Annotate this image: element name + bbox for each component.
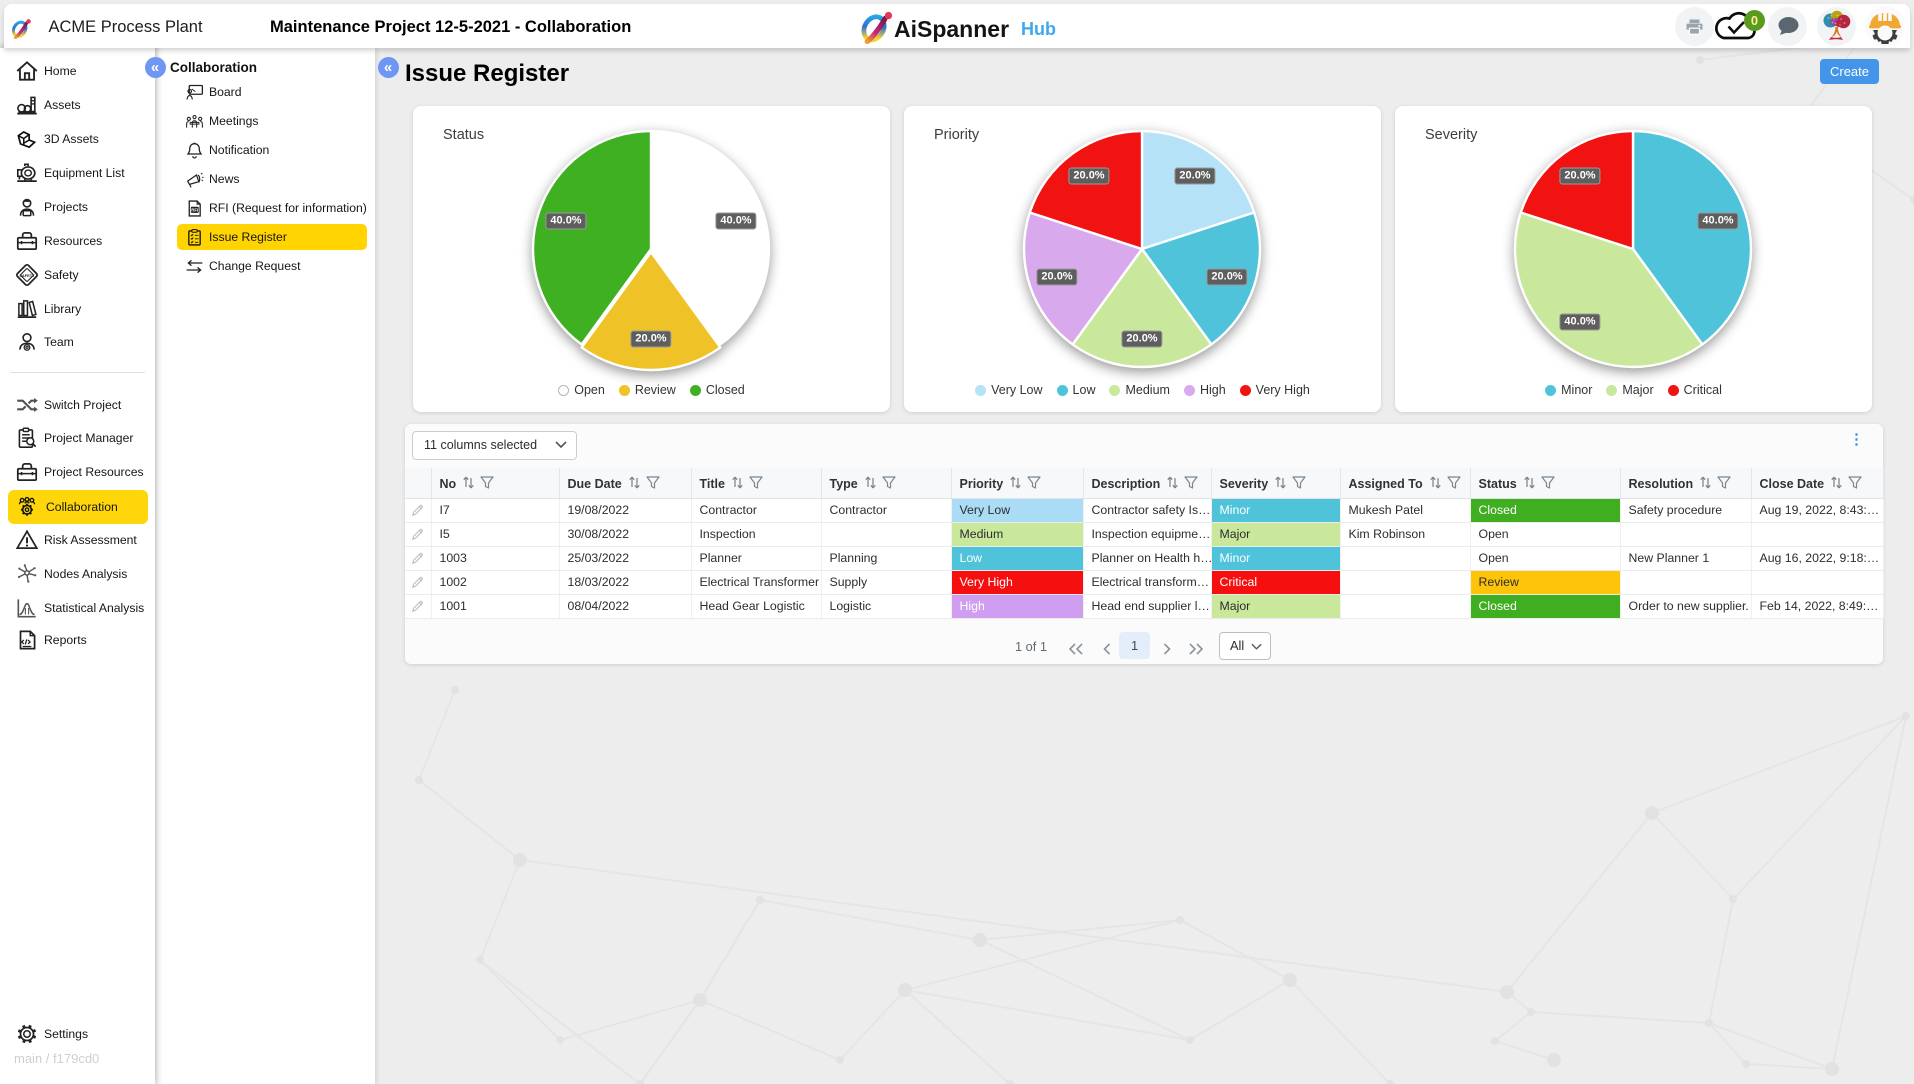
svg-text:RFI: RFI — [191, 207, 198, 212]
svg-text:SAFETY: SAFETY — [19, 273, 35, 278]
